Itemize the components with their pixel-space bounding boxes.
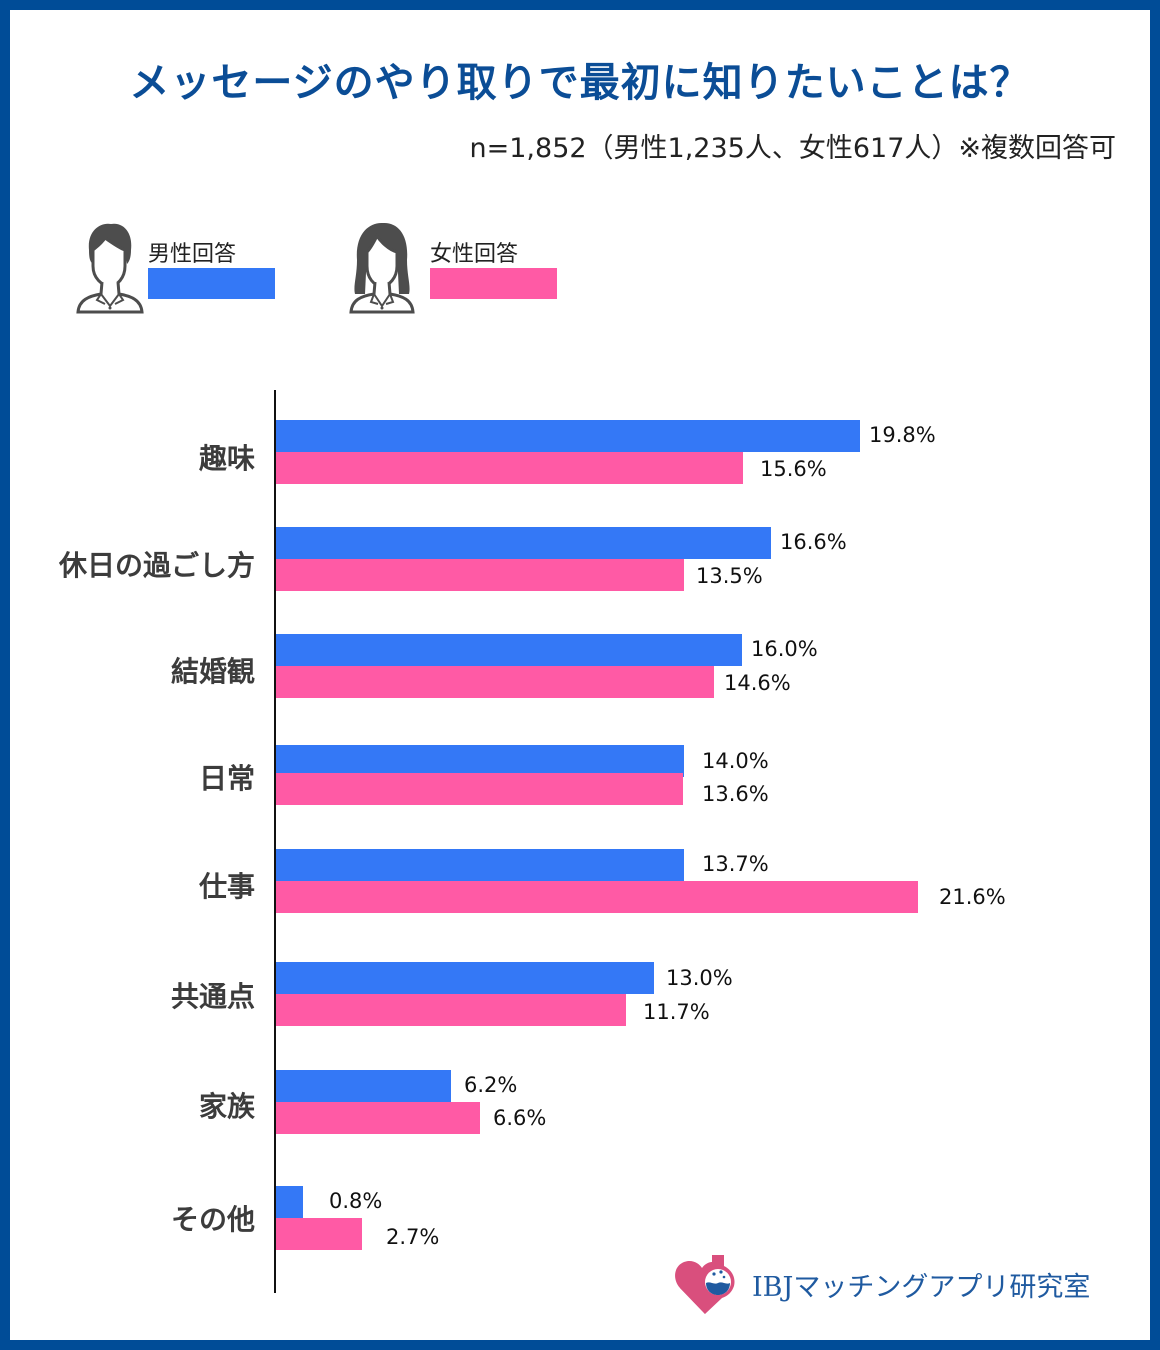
category-label: 家族 <box>198 1090 255 1123</box>
category-label: 仕事 <box>198 870 255 903</box>
bar-female <box>276 452 743 484</box>
bar-female <box>276 1102 480 1134</box>
value-label-male: 13.0% <box>666 966 733 990</box>
value-label-female: 15.6% <box>760 457 827 481</box>
bar-male <box>276 527 771 559</box>
legend-female-label: 女性回答 <box>430 242 519 267</box>
bar-female <box>276 994 626 1026</box>
value-label-female: 14.6% <box>724 671 791 695</box>
category-label: 結婚観 <box>170 655 255 688</box>
legend-female-swatch <box>430 268 557 299</box>
heart-flask-icon <box>675 1255 735 1314</box>
value-label-male: 0.8% <box>329 1189 383 1213</box>
y-axis-line <box>274 390 276 1293</box>
value-label-female: 13.6% <box>702 782 769 806</box>
value-label-male: 19.8% <box>869 423 936 447</box>
bar-male <box>276 962 654 994</box>
chart-subtitle: n=1,852（男性1,235人、女性617人）※複数回答可 <box>469 133 1116 164</box>
woman-avatar-icon <box>349 222 415 314</box>
bar-female <box>276 773 683 805</box>
category-label: 趣味 <box>198 442 255 475</box>
value-label-female: 13.5% <box>696 564 763 588</box>
category-label: 休日の過ごし方 <box>58 549 255 582</box>
category-label: 共通点 <box>170 980 255 1013</box>
man-avatar-icon <box>76 223 144 314</box>
value-label-female: 11.7% <box>643 1000 710 1024</box>
value-label-male: 16.0% <box>751 637 818 661</box>
value-label-male: 13.7% <box>702 852 769 876</box>
category-label: その他 <box>170 1203 255 1236</box>
legend-male-swatch <box>148 268 275 299</box>
bar-female <box>276 559 684 591</box>
legend-male-label: 男性回答 <box>148 242 237 267</box>
category-label: 日常 <box>198 762 255 795</box>
bar-male <box>276 1186 303 1218</box>
bar-female <box>276 881 918 913</box>
value-label-male: 6.2% <box>464 1073 518 1097</box>
bar-male <box>276 420 860 452</box>
value-label-female: 2.7% <box>386 1225 440 1249</box>
bar-male <box>276 849 684 881</box>
brand-logo-text: IBJマッチングアプリ研究室 <box>752 1272 1091 1303</box>
value-label-female: 6.6% <box>493 1106 547 1130</box>
bar-male <box>276 745 684 777</box>
chart-title: メッセージのやり取りで最初に知りたいことは？ <box>129 60 1031 106</box>
bar-female <box>276 666 714 698</box>
bar-male <box>276 1070 451 1102</box>
value-label-male: 16.6% <box>780 530 847 554</box>
bar-male <box>276 634 742 666</box>
bar-female <box>276 1218 362 1250</box>
value-label-female: 21.6% <box>939 885 1006 909</box>
value-label-male: 14.0% <box>702 749 769 773</box>
